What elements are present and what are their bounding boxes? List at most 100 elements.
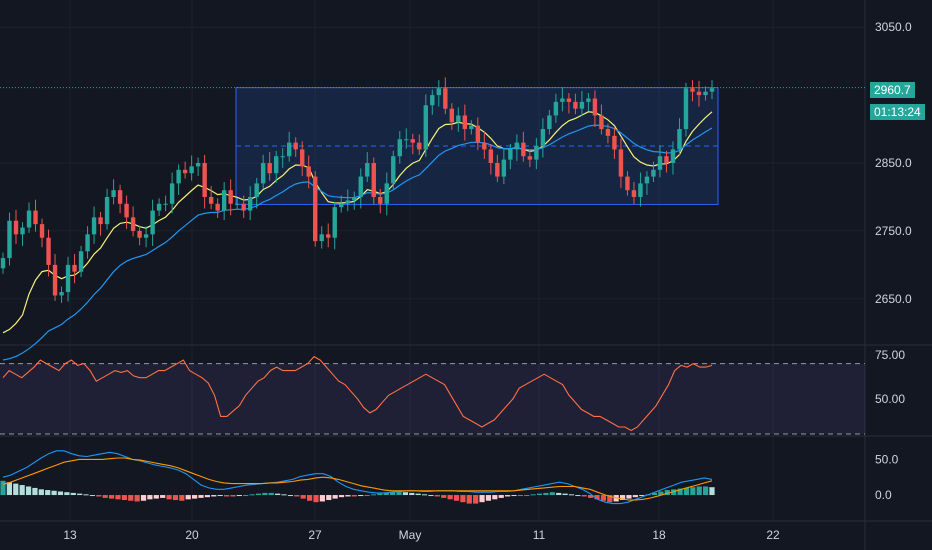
macd-histogram-bar bbox=[319, 495, 325, 502]
candle-body bbox=[104, 196, 110, 225]
time-tick-label: 27 bbox=[308, 528, 322, 542]
candle-body bbox=[514, 142, 520, 150]
candle-body bbox=[462, 115, 468, 130]
candle-body bbox=[280, 156, 285, 158]
macd-histogram-bar bbox=[185, 495, 191, 500]
candle-body bbox=[547, 115, 552, 130]
price-tick-label: 3050.0 bbox=[875, 20, 912, 34]
time-tick-label: 11 bbox=[533, 528, 546, 542]
candle-body bbox=[228, 190, 233, 204]
candle-body bbox=[182, 169, 188, 174]
macd-histogram-bar bbox=[243, 495, 249, 497]
macd-histogram-bar bbox=[364, 495, 370, 497]
macd-histogram-bar bbox=[498, 495, 504, 498]
candle-body bbox=[638, 183, 643, 197]
price-tick-label: 2650.0 bbox=[875, 292, 912, 306]
candle-body bbox=[560, 98, 565, 102]
macd-histogram-bar bbox=[338, 495, 345, 498]
time-tick-label: 20 bbox=[185, 528, 199, 542]
candle-body bbox=[651, 169, 656, 177]
macd-histogram-bar bbox=[530, 494, 536, 496]
macd-histogram-bar bbox=[453, 495, 460, 501]
macd-histogram-bar bbox=[64, 492, 70, 496]
macd-histogram-bar bbox=[664, 490, 670, 496]
macd-histogram-bar bbox=[19, 485, 25, 496]
price-tick-label: 2750.0 bbox=[875, 224, 912, 238]
candle-body bbox=[176, 169, 181, 184]
candle-body bbox=[91, 217, 97, 235]
macd-histogram-bar bbox=[460, 495, 466, 503]
macd-histogram-bar bbox=[677, 488, 683, 496]
candle-body bbox=[130, 217, 136, 231]
macd-histogram-bar bbox=[556, 492, 562, 496]
macd-histogram-bar bbox=[300, 495, 306, 499]
candle-body bbox=[189, 166, 194, 174]
candle-body bbox=[475, 125, 481, 143]
macd-histogram-bar bbox=[306, 495, 313, 501]
rsi-line bbox=[2, 355, 713, 432]
macd-histogram-bar bbox=[562, 493, 568, 496]
macd-histogram-bar bbox=[96, 495, 102, 497]
macd-histogram-bar bbox=[447, 495, 453, 500]
macd-histogram-bar bbox=[485, 495, 492, 501]
candle-body bbox=[391, 156, 396, 184]
macd-histogram-bar bbox=[536, 493, 543, 496]
candle-body bbox=[150, 210, 155, 235]
candle-body bbox=[534, 146, 539, 160]
macd-histogram-bar bbox=[709, 487, 715, 496]
macd-histogram-bar bbox=[211, 495, 217, 497]
macd-histogram-bar bbox=[575, 495, 581, 497]
macd-histogram-bar bbox=[249, 494, 255, 496]
candle-body bbox=[163, 203, 168, 205]
candle-body bbox=[430, 95, 435, 106]
candle-body bbox=[625, 176, 630, 191]
macd-histogram-bar bbox=[160, 495, 166, 498]
candle-body bbox=[46, 237, 51, 265]
candle-body bbox=[677, 129, 682, 150]
macd-histogram-bar bbox=[153, 495, 159, 499]
candle-body bbox=[443, 88, 448, 109]
candle-body bbox=[423, 105, 428, 150]
candle-body bbox=[143, 234, 149, 238]
macd-histogram-bar bbox=[179, 495, 185, 501]
macd-histogram-bar bbox=[192, 495, 198, 499]
candle-body bbox=[397, 139, 402, 157]
macd-histogram-bar bbox=[377, 493, 383, 496]
candle-body bbox=[508, 149, 513, 160]
macd-histogram-bar bbox=[594, 495, 600, 500]
last-price-tag: 2960.7 bbox=[870, 82, 915, 98]
time-tick-label: 22 bbox=[766, 528, 780, 542]
macd-histogram-bar bbox=[492, 495, 498, 500]
macd-histogram-bar bbox=[696, 486, 702, 496]
candle-body bbox=[26, 210, 32, 228]
candle-body bbox=[352, 196, 357, 201]
candle-body bbox=[417, 142, 422, 150]
macd-histogram-bar bbox=[619, 495, 626, 501]
candle-body bbox=[670, 149, 676, 164]
macd-histogram-bar bbox=[683, 487, 690, 496]
macd-histogram-bar bbox=[607, 495, 613, 503]
candle-body bbox=[371, 163, 376, 197]
candle-body bbox=[306, 166, 311, 177]
candle-body bbox=[52, 264, 58, 296]
candle-body bbox=[260, 163, 266, 184]
macd-histogram-bar bbox=[89, 495, 96, 497]
macd-histogram-bar bbox=[588, 495, 594, 498]
candle-body bbox=[137, 230, 142, 238]
macd-histogram-bar bbox=[262, 492, 268, 496]
macd-histogram-bar bbox=[600, 495, 607, 501]
candle-body bbox=[553, 101, 559, 116]
candle-body bbox=[456, 115, 461, 123]
macd-histogram-bar bbox=[415, 493, 421, 496]
macd-histogram-bar bbox=[326, 495, 332, 501]
candle-body bbox=[384, 183, 389, 204]
candle-body bbox=[657, 156, 663, 170]
macd-histogram-bar bbox=[294, 495, 300, 497]
candle-body bbox=[13, 220, 19, 235]
time-tick-label: 18 bbox=[652, 528, 666, 542]
candle-body bbox=[202, 163, 207, 197]
candle-body bbox=[527, 156, 533, 160]
candle-body bbox=[579, 101, 585, 109]
